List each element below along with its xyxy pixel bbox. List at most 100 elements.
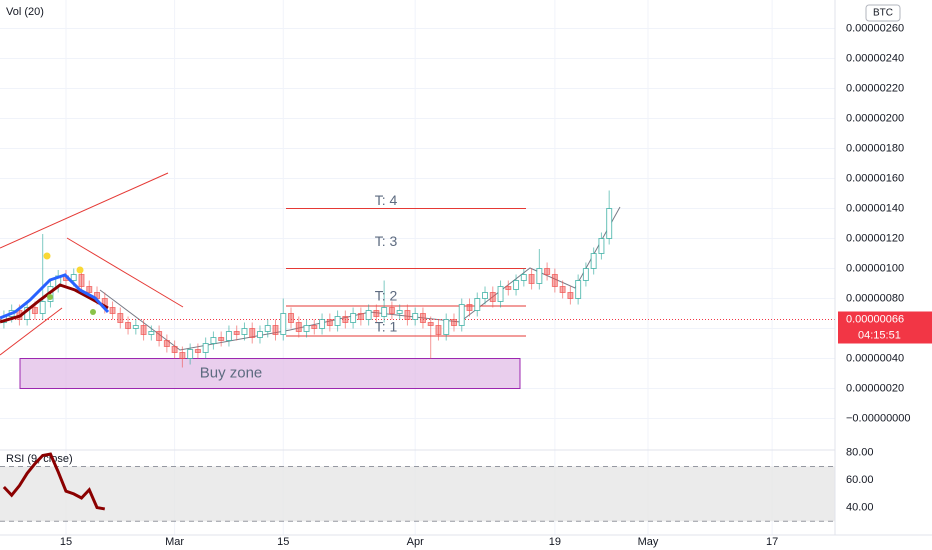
candle-body	[520, 274, 527, 281]
signal-dot	[47, 294, 53, 300]
y-tick-label: 0.00000080	[846, 292, 904, 304]
candle-body	[171, 346, 178, 353]
candle-body	[435, 325, 442, 335]
candle-body	[31, 307, 38, 314]
candle-body	[218, 337, 225, 341]
candle-body	[458, 304, 465, 326]
rsi-tick-label: 40.00	[846, 501, 874, 513]
candle-body	[148, 331, 155, 335]
rsi-band	[0, 466, 835, 522]
candle-body	[528, 274, 535, 284]
last-price-label: 0.00000066	[846, 313, 904, 325]
candle-body	[551, 274, 558, 287]
x-tick-label: 15	[60, 536, 72, 548]
candle-body	[326, 319, 333, 326]
target-label: T: 4	[375, 192, 398, 208]
y-tick-label: 0.00000100	[846, 262, 904, 274]
candle-body	[342, 316, 349, 323]
currency: BTC	[873, 8, 893, 19]
candle-body	[443, 319, 450, 335]
candle-body	[582, 268, 589, 281]
x-tick-label: 15	[277, 536, 289, 548]
ma-line	[0, 283, 109, 324]
axes	[0, 0, 932, 536]
rsi-tick-label: 80.00	[846, 447, 874, 459]
y-tick-label: 0.00000240	[846, 52, 904, 64]
candle-body	[482, 292, 489, 299]
candle-body	[117, 313, 124, 323]
currency-badge[interactable]	[865, 4, 901, 22]
candle-body	[404, 310, 411, 320]
candle-body	[559, 286, 566, 293]
candle-body	[388, 307, 395, 314]
candle-body	[78, 274, 85, 287]
candle-body	[187, 349, 194, 359]
candle-body	[264, 325, 271, 332]
candle-body	[575, 280, 582, 299]
candle-body	[466, 304, 473, 311]
candle-body	[567, 292, 574, 299]
candle-body	[350, 313, 357, 323]
candle-body	[70, 274, 77, 281]
candle-body	[474, 298, 481, 311]
trend-line	[0, 172, 169, 249]
volume-label: Vol (20)	[6, 6, 44, 18]
trend-line	[66, 237, 184, 308]
candle-body	[156, 331, 163, 341]
candle-body	[513, 280, 520, 290]
candle-body	[412, 313, 419, 320]
countdown: 04:15:51	[858, 329, 901, 341]
y-tick-label: 0.00000160	[846, 172, 904, 184]
candle-body	[590, 253, 597, 269]
y-tick-label: 0.00000040	[846, 352, 904, 364]
candle-body	[373, 310, 380, 317]
candle-body	[163, 340, 170, 347]
candle-body	[505, 286, 512, 290]
y-tick-label: 0.00000020	[846, 382, 904, 394]
candle-body	[419, 313, 426, 323]
x-tick-label: May	[638, 536, 659, 548]
grid	[0, 0, 835, 535]
y-tick-label: 0.00000120	[846, 232, 904, 244]
signal-dot	[43, 252, 51, 260]
candle-body	[396, 310, 403, 314]
x-tick-label: Mar	[165, 536, 184, 548]
candle-body	[125, 322, 132, 329]
last-price-box	[838, 311, 932, 344]
candle-body	[179, 352, 186, 359]
ma-line	[0, 273, 110, 320]
y-tick-label: 0.00000220	[846, 82, 904, 94]
x-tick-label: 17	[766, 536, 778, 548]
candle-body	[194, 349, 201, 353]
candle-body	[319, 319, 326, 329]
y-tick-label: 0.00000200	[846, 112, 904, 124]
candle-body	[544, 268, 551, 275]
rsi-line	[2, 452, 106, 511]
signal-dot	[76, 266, 84, 274]
candle-body	[536, 268, 543, 284]
y-tick-label: 0.00000140	[846, 202, 904, 214]
signal-dot	[90, 309, 96, 315]
moving-averages	[0, 252, 110, 324]
candle-body	[357, 313, 364, 320]
candle-body	[109, 307, 116, 314]
target-label: T: 3	[375, 233, 398, 249]
candle-body	[489, 292, 496, 302]
buy-zone-label: Buy zone	[200, 364, 263, 381]
x-tick-label: Apr	[407, 536, 424, 548]
target-label: T: 1	[375, 319, 398, 335]
candle-body	[272, 325, 279, 335]
candle-body	[381, 307, 388, 317]
candle-body	[140, 325, 147, 335]
candle-body	[311, 325, 318, 329]
y-tick-label: 0.00000260	[846, 22, 904, 34]
candle-body	[256, 331, 263, 338]
candles	[0, 190, 613, 368]
candle-body	[450, 319, 457, 326]
candle-body	[210, 337, 217, 344]
candle-body	[280, 313, 287, 335]
candle-body	[606, 208, 613, 239]
candle-body	[233, 331, 240, 335]
